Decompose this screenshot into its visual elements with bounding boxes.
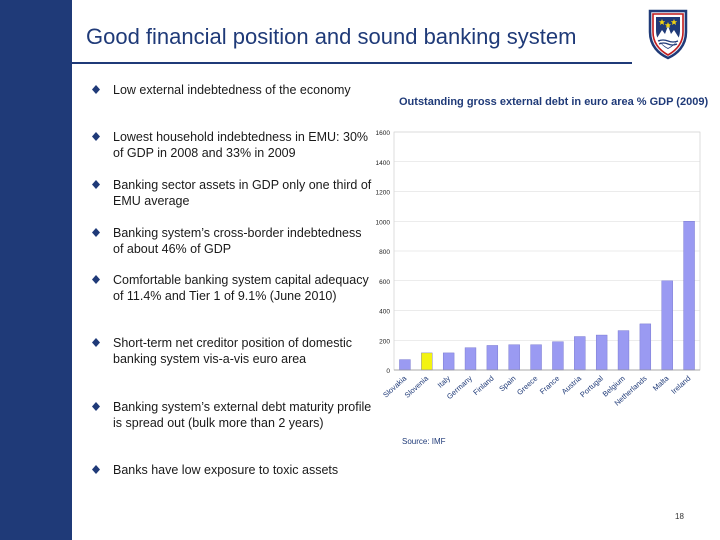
bar-finland (486, 345, 499, 371)
chart-title: Outstanding gross external debt in euro … (399, 96, 709, 108)
bullet-item: Banking sector assets in GDP only one th… (92, 177, 374, 225)
y-tick-label: 0 (386, 368, 390, 375)
slovenia-coat-of-arms-icon (648, 9, 688, 60)
bullet-text: Banks have low exposure to toxic assets (113, 463, 339, 477)
left-sidebar-band (0, 0, 72, 540)
diamond-bullet-icon (92, 180, 100, 189)
bullet-text: Banking sector assets in GDP only one th… (113, 178, 372, 208)
chart-source: Source: IMF (402, 437, 446, 446)
bar-spain (508, 344, 520, 371)
bullet-text: Comfortable banking system capital adequ… (113, 273, 369, 303)
external-debt-bar-chart: 02004006008001000120014001600SlovakiaSlo… (376, 130, 701, 408)
x-tick-label: Greece (515, 374, 539, 397)
diamond-bullet-icon (92, 338, 100, 347)
bar-netherlands (639, 323, 652, 371)
x-tick-label: Ireland (669, 374, 692, 396)
x-tick-label: Slovenia (403, 373, 431, 399)
y-tick-label: 1200 (376, 190, 391, 197)
y-tick-label: 1400 (376, 160, 391, 167)
bullet-item: Banks have low exposure to toxic assets (92, 462, 374, 480)
y-tick-label: 400 (379, 309, 390, 316)
bullet-item: Lowest household indebtedness in EMU: 30… (92, 129, 374, 177)
diamond-bullet-icon (92, 228, 100, 237)
bar-france (552, 341, 564, 371)
bar-belgium (617, 330, 630, 371)
diamond-bullet-icon (92, 465, 100, 474)
diamond-bullet-icon (92, 275, 100, 284)
y-tick-label: 800 (379, 249, 390, 256)
title-underline (72, 62, 632, 64)
bullet-item: Banking system’s cross-border indebtedne… (92, 225, 374, 272)
bullet-item: Banking system’s external debt maturity … (92, 399, 374, 462)
bullet-text: Lowest household indebtedness in EMU: 30… (113, 130, 369, 160)
slide-title: Good financial position and sound bankin… (86, 24, 577, 49)
bar-ireland (683, 221, 695, 371)
bullet-text: Low external indebtedness of the economy (113, 83, 351, 97)
y-tick-label: 600 (379, 279, 390, 286)
bullet-list: Low external indebtedness of the economy… (92, 82, 374, 480)
x-tick-label: Italy (436, 374, 452, 390)
bar-malta (661, 280, 673, 371)
x-tick-label: Malta (651, 373, 671, 393)
bullet-text: Short-term net creditor position of dome… (113, 336, 352, 366)
bar-portugal (595, 334, 608, 371)
bullet-text: Banking system’s cross-border indebtedne… (113, 226, 362, 256)
bar-italy (442, 352, 455, 371)
x-tick-label: France (538, 374, 561, 396)
bar-slovenia (421, 352, 433, 371)
bar-greece (530, 344, 542, 371)
diamond-bullet-icon (92, 402, 100, 411)
bullet-item: Low external indebtedness of the economy (92, 82, 374, 129)
bullet-item: Short-term net creditor position of dome… (92, 335, 374, 399)
y-tick-label: 1600 (376, 130, 391, 137)
page-number: 18 (675, 512, 684, 521)
bullet-item: Comfortable banking system capital adequ… (92, 272, 374, 335)
y-tick-label: 1000 (376, 219, 391, 226)
diamond-bullet-icon (92, 132, 100, 141)
bar-slovakia (399, 359, 411, 371)
bullet-text: Banking system’s external debt maturity … (113, 400, 372, 430)
bar-germany (464, 347, 477, 371)
x-tick-label: Portugal (578, 374, 605, 400)
y-tick-label: 200 (379, 338, 390, 345)
diamond-bullet-icon (92, 85, 100, 94)
bar-austria (574, 336, 586, 371)
x-tick-label: Finland (471, 374, 495, 397)
